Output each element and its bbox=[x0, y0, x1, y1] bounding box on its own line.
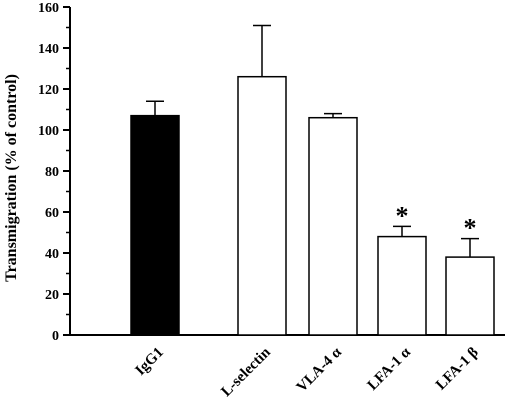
y-tick-label: 20 bbox=[45, 288, 59, 303]
x-tick-label: IgG1 bbox=[133, 345, 167, 379]
y-tick-label: 40 bbox=[45, 247, 59, 262]
x-tick-labels: IgG1 L-selectin VLA-4 α LFA-1 α LFA-1 β bbox=[133, 344, 482, 400]
significance-star: * bbox=[464, 214, 477, 243]
y-tick-label: 160 bbox=[38, 1, 59, 16]
y-ticks: 0 20 40 60 80 100 120 140 160 bbox=[38, 1, 70, 344]
significance-star: * bbox=[396, 201, 409, 230]
bar bbox=[237, 75, 287, 336]
x-tick-label: L-selectin bbox=[218, 344, 274, 400]
x-tick-label: VLA-4 α bbox=[294, 344, 346, 396]
y-tick-label: 140 bbox=[38, 42, 59, 57]
bars bbox=[130, 75, 495, 336]
bar bbox=[377, 235, 427, 336]
y-tick-label: 120 bbox=[38, 83, 59, 98]
y-tick-label: 60 bbox=[45, 206, 59, 221]
x-tick-label: LFA-1 β bbox=[433, 344, 482, 393]
y-tick-label: 100 bbox=[38, 124, 59, 139]
error-bars bbox=[146, 24, 479, 258]
bar bbox=[445, 256, 495, 336]
y-tick-label: 0 bbox=[52, 329, 59, 344]
y-tick-label: 80 bbox=[45, 165, 59, 180]
x-tick-label: LFA-1 α bbox=[365, 344, 415, 394]
significance-markers: * * bbox=[396, 201, 477, 242]
bar bbox=[308, 116, 358, 336]
bar bbox=[130, 114, 180, 336]
y-axis-label: Transmigration (% of control) bbox=[3, 74, 20, 282]
